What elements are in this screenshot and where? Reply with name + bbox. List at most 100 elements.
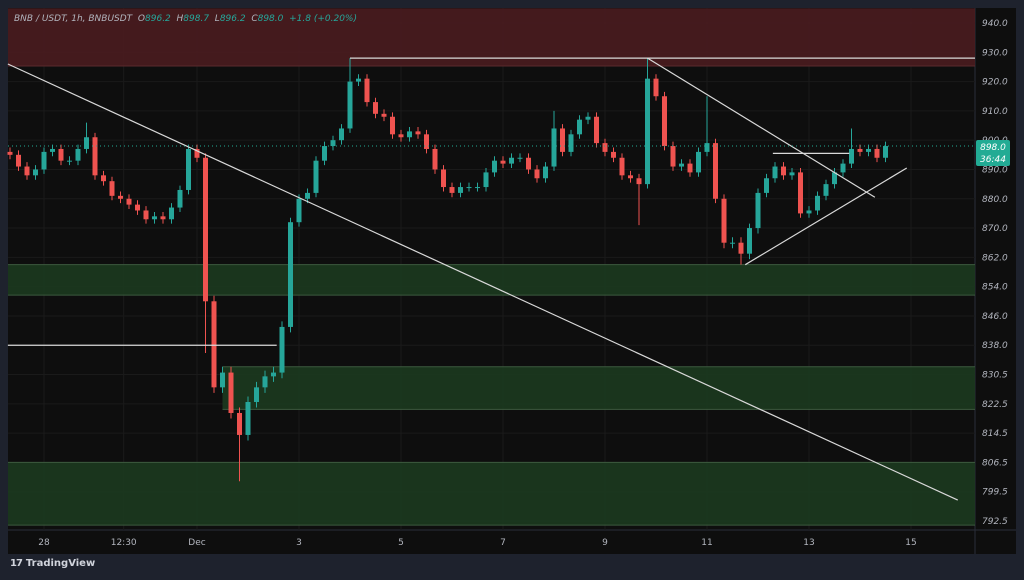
- candle-body: [237, 412, 242, 435]
- candle-body: [373, 102, 378, 114]
- price-axis[interactable]: [975, 8, 1016, 530]
- candle-body: [356, 78, 361, 82]
- price-tick-label: 814.5: [982, 429, 1008, 439]
- candle-body: [143, 210, 149, 220]
- candle-body: [58, 148, 64, 161]
- candle-body: [364, 78, 370, 103]
- price-tick-label: 890.0: [982, 165, 1008, 175]
- candle-body: [271, 372, 276, 377]
- candle-body: [679, 163, 684, 167]
- candle-body: [254, 387, 259, 402]
- logo-text: TradingView: [25, 558, 96, 569]
- candle-body: [441, 169, 446, 188]
- candle-body: [262, 376, 268, 388]
- candle-body: [24, 166, 30, 176]
- candle-body: [611, 151, 616, 158]
- candle-body: [220, 372, 225, 388]
- demand-zone: [222, 366, 975, 410]
- time-tick-label: 9: [602, 538, 608, 548]
- demand-zone: [8, 462, 975, 526]
- candle-body: [560, 128, 565, 152]
- candle-body: [101, 175, 106, 182]
- candle-body: [33, 169, 38, 176]
- time-axis[interactable]: [8, 530, 1016, 554]
- candle-body: [713, 143, 718, 199]
- candle-body: [866, 148, 871, 152]
- candle-body: [551, 128, 557, 167]
- price-tick-label: 822.5: [982, 400, 1008, 410]
- candle-body: [492, 160, 497, 173]
- supply-zone: [8, 8, 975, 67]
- candle-body: [636, 178, 642, 185]
- candle-body: [75, 148, 81, 161]
- candle-body: [857, 148, 863, 152]
- candle-body: [186, 148, 191, 190]
- candle-body: [109, 181, 115, 196]
- candle-body: [509, 157, 514, 164]
- candle-body: [534, 169, 540, 179]
- close-value: 898.0: [257, 14, 284, 24]
- candle-body: [585, 116, 591, 120]
- demand-zone: [8, 264, 975, 296]
- candle-body: [41, 151, 47, 170]
- ohlc-legend: BNB / USDT, 1h, BNBUSDT O896.2 H898.7 L8…: [14, 14, 357, 24]
- candle-body: [645, 78, 650, 185]
- candle-body: [568, 134, 574, 152]
- time-tick-label: 3: [296, 538, 302, 548]
- candle-body: [517, 157, 523, 159]
- candle-body: [653, 78, 659, 97]
- candle-body: [16, 154, 21, 167]
- candle-body: [118, 195, 123, 199]
- candle-body: [874, 148, 880, 158]
- candle-body: [619, 157, 625, 176]
- candle-body: [390, 116, 395, 135]
- open-value: 896.2: [145, 14, 171, 24]
- candle-body: [279, 326, 285, 373]
- last-price-value: 898.0: [980, 143, 1006, 153]
- high-label: H: [176, 14, 184, 24]
- candle-body: [730, 242, 735, 244]
- candle-countdown: 36:44: [980, 155, 1006, 165]
- candle-body: [50, 148, 55, 152]
- descending-trendline: [7, 63, 959, 501]
- time-tick-label: 11: [701, 538, 712, 548]
- symbol-label: BNB / USDT, 1h, BNBUSDT: [14, 14, 133, 24]
- candle-body: [798, 172, 803, 214]
- candle-body: [577, 119, 582, 135]
- candle-body: [594, 116, 599, 144]
- tradingview-logo-icon: 17: [10, 558, 23, 569]
- candle-body: [84, 137, 89, 149]
- price-tick-label: 854.0: [982, 283, 1008, 293]
- candle-body: [203, 157, 208, 302]
- candle-body: [815, 195, 820, 211]
- candle-body: [339, 128, 344, 141]
- candle-body: [228, 372, 234, 413]
- candle-body: [211, 301, 217, 388]
- candle-body: [160, 216, 166, 220]
- candle-body: [322, 146, 327, 161]
- price-tick-label: 830.5: [982, 371, 1008, 381]
- candle-body: [296, 198, 302, 223]
- candle-body: [475, 187, 480, 189]
- candle-body: [721, 198, 727, 243]
- candle-body: [458, 187, 463, 193]
- time-tick-label: 28: [38, 538, 50, 548]
- last-price-badge: [976, 140, 1010, 167]
- candle-body: [92, 137, 98, 176]
- candle-body: [330, 140, 336, 147]
- candle-body: [152, 216, 157, 220]
- triangle-lower: [744, 167, 908, 266]
- high-value: 898.7: [183, 14, 210, 24]
- tradingview-logo[interactable]: 17 TradingView: [10, 558, 95, 569]
- candle-body: [806, 210, 812, 214]
- candle-body: [500, 160, 506, 164]
- candle-body: [738, 242, 744, 254]
- candle-body: [840, 163, 846, 173]
- candle-body: [755, 192, 761, 229]
- candle-body: [305, 192, 310, 199]
- price-tick-label: 838.0: [982, 341, 1008, 351]
- candle-body: [432, 148, 438, 170]
- candle-body: [245, 401, 251, 435]
- price-tick-label: 910.0: [982, 107, 1008, 117]
